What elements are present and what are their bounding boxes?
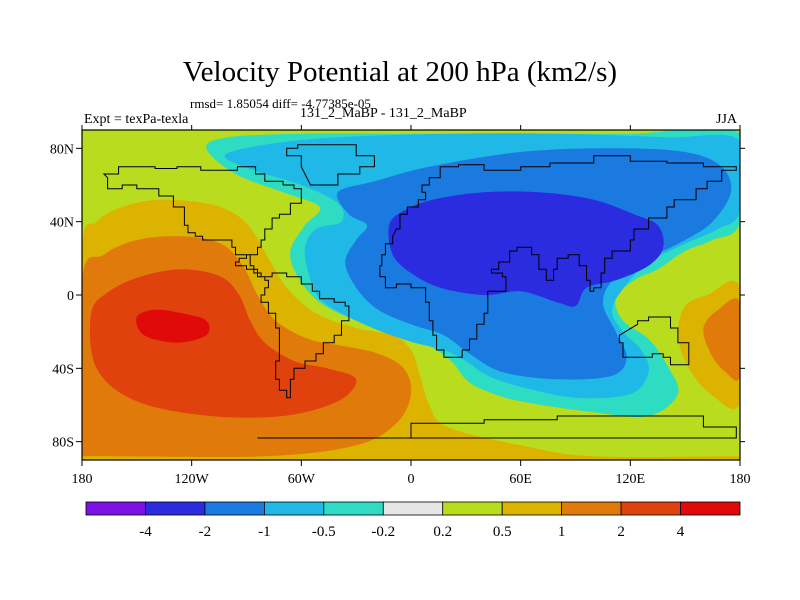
x-tick-label: 120W: [175, 472, 210, 487]
colorbar-swatch: [561, 501, 622, 516]
x-tick-label: 60E: [509, 472, 532, 487]
colorbar-label: 2: [617, 524, 625, 540]
map-plot-area: [82, 130, 740, 460]
coastline-3: [286, 144, 375, 186]
colorbar-swatch: [680, 501, 741, 516]
y-tick-label: 80N: [50, 142, 74, 157]
colorbar-swatch: [501, 501, 563, 516]
y-tick-label: 40S: [52, 362, 74, 377]
colorbar-swatch: [263, 501, 325, 516]
x-tick-label: 180: [730, 472, 751, 487]
colorbar-label: 4: [677, 524, 685, 540]
season-label: JJA: [716, 112, 738, 127]
colorbar-label: 0.2: [433, 524, 452, 540]
colorbar-label: -0.5: [312, 524, 336, 540]
coastline-4: [257, 415, 737, 439]
x-tick-label: 0: [408, 472, 415, 487]
colorbar-swatch: [145, 501, 206, 516]
coastline-2: [618, 316, 690, 366]
coastline-layer: [102, 144, 737, 439]
colorbar-swatch: [323, 501, 384, 516]
colorbar-label: -4: [139, 524, 152, 540]
colorbar-swatch: [442, 501, 503, 516]
contour-region-pos-2: [89, 269, 357, 418]
y-tick-label: 40N: [50, 216, 74, 231]
y-tick-label: 0: [67, 289, 74, 304]
colorbar-swatch: [382, 501, 444, 516]
y-tick-label: 80S: [52, 436, 74, 451]
contour-region-neg-2: [388, 191, 664, 307]
colorbar-label: -2: [199, 524, 212, 540]
coastline-0: [102, 166, 350, 399]
experiment-label: Expt = texPa-texla: [84, 112, 189, 127]
x-tick-label: 60W: [288, 472, 316, 487]
colorbar-swatch: [85, 501, 146, 516]
colorbar-label: -0.2: [371, 524, 395, 540]
x-axis: 180 120W 60W 0 60E 120E 180: [72, 125, 751, 487]
rmsd-diff-label: rmsd= 1.85054 diff= -4.77385e-05: [190, 96, 371, 111]
colorbar-label: -1: [258, 524, 271, 540]
y-axis: 80N 40N 0 40S 80S: [50, 142, 745, 451]
colorbar-label: 0.5: [493, 524, 512, 540]
colorbar-swatch: [620, 501, 681, 516]
contour-region-pos-4: [136, 309, 210, 343]
chart-title: Velocity Potential at 200 hPa (km2/s): [182, 56, 618, 88]
x-tick-label: 180: [72, 472, 93, 487]
coastline-1: [379, 155, 737, 358]
colorbar-swatch: [204, 501, 265, 516]
colorbar: -4 -2 -1 -0.5 -0.2 0.2 0.5 1 2 4: [85, 501, 741, 540]
contour-region-pos-1-east: [703, 298, 740, 381]
case-label: 131_2_MaBP - 131_2_MaBP: [300, 106, 467, 121]
x-tick-label: 120E: [616, 472, 646, 487]
colorbar-label: 1: [558, 524, 566, 540]
